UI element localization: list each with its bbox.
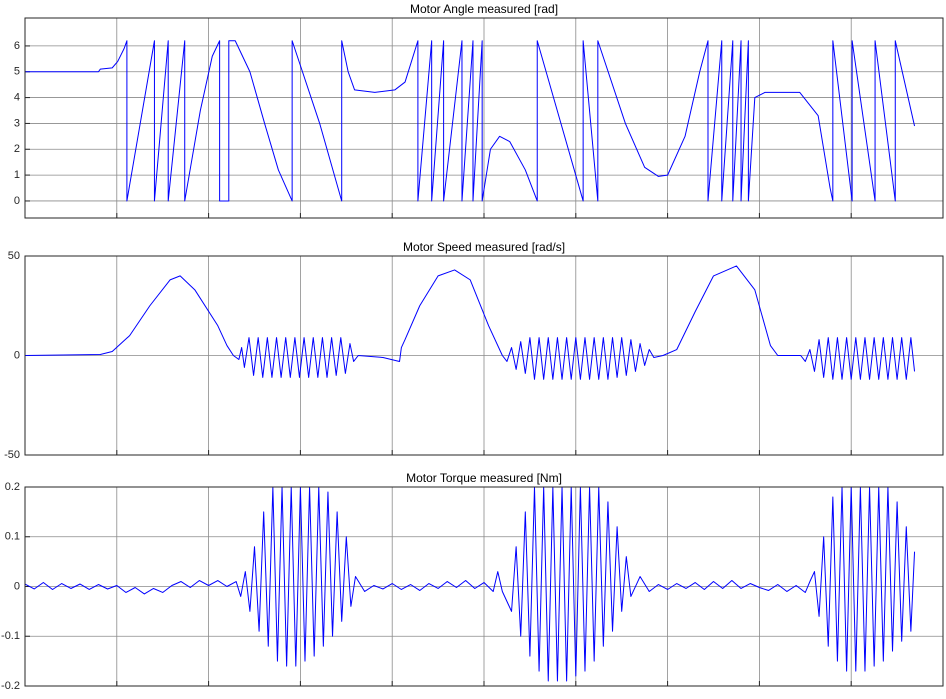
axes-frame bbox=[24, 255, 944, 456]
y-tick-label: 4 bbox=[14, 91, 20, 103]
y-tick-label: 0 bbox=[14, 349, 20, 361]
subplot-title: Motor Speed measured [rad/s] bbox=[403, 240, 565, 254]
y-tick-label: 0 bbox=[14, 580, 20, 592]
plot-data bbox=[25, 265, 916, 380]
signal-line bbox=[25, 487, 916, 682]
signal-line bbox=[25, 40, 916, 202]
signal-line bbox=[25, 265, 916, 380]
y-tick-label: 5 bbox=[14, 66, 20, 78]
y-tick-label: 1 bbox=[14, 169, 20, 181]
y-tick-label: 0.2 bbox=[5, 481, 20, 493]
y-tick-label: -50 bbox=[4, 449, 20, 461]
plot-data bbox=[25, 40, 916, 202]
y-tick-label: 0 bbox=[14, 195, 20, 207]
y-tick-label: 0.1 bbox=[5, 531, 20, 543]
y-tick-label: -0.1 bbox=[1, 630, 20, 642]
y-tick-label: -0.2 bbox=[1, 680, 20, 692]
y-tick-label: 3 bbox=[14, 117, 20, 129]
subplot: Motor Angle measured [rad] 0 1 2 3 4 5 6 bbox=[14, 2, 944, 219]
axes-frame bbox=[24, 17, 944, 219]
subplot-title: Motor Torque measured [Nm] bbox=[406, 471, 562, 485]
y-tick-label: 50 bbox=[8, 250, 20, 262]
y-tick-label: 6 bbox=[14, 40, 20, 52]
plot-data bbox=[25, 487, 916, 682]
subplot: Motor Torque measured [Nm] -0.2 -0.1 0 0.1 0.… bbox=[1, 471, 944, 692]
subplot-title: Motor Angle measured [rad] bbox=[410, 2, 558, 16]
subplot: Motor Speed measured [rad/s] -50 0 50 bbox=[4, 240, 944, 461]
y-tick-label: 2 bbox=[14, 143, 20, 155]
axes-frame bbox=[24, 486, 944, 687]
